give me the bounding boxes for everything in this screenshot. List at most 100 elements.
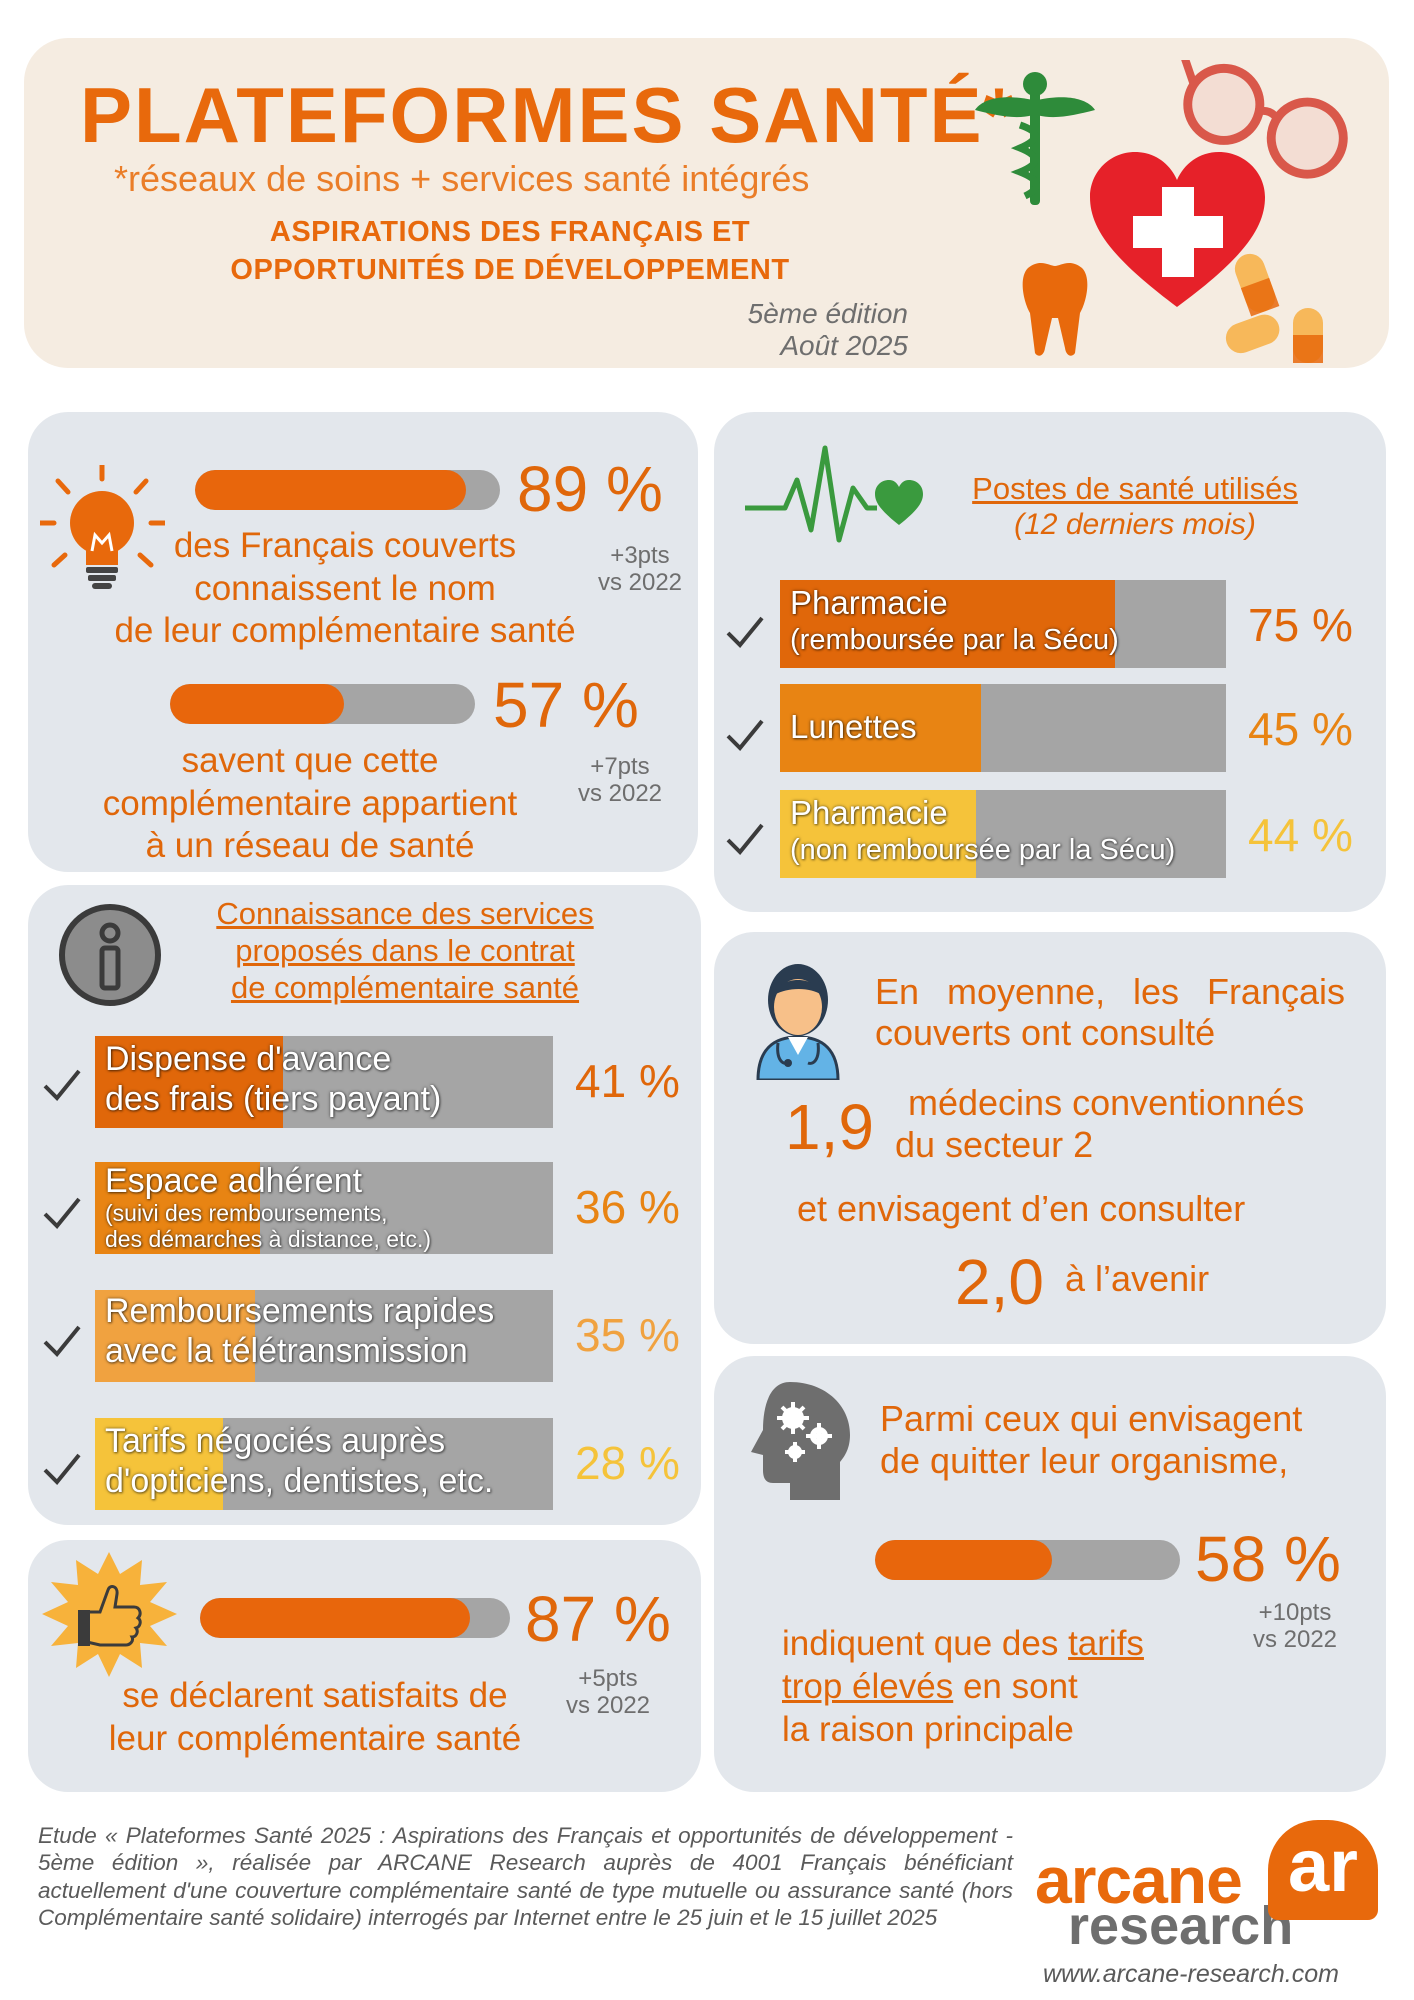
header-line-2: OPPORTUNITÉS DE DÉVELOPPEMENT bbox=[230, 254, 790, 286]
leaving-statement-line-3: la raison principale bbox=[782, 1710, 1074, 1750]
header-line-1: ASPIRATIONS DES FRANÇAIS ET bbox=[269, 216, 751, 248]
satisfaction-statement: se déclarent satisfaits de leur compléme… bbox=[55, 1675, 575, 1760]
leaving-emphasis: tarifs bbox=[1068, 1624, 1144, 1663]
services-title-line: Connaissance des services bbox=[216, 896, 594, 931]
lightbulb-icon bbox=[40, 465, 165, 589]
statement-line: connaissent le nom bbox=[194, 568, 496, 608]
satisfaction-pct: 87 % bbox=[525, 1583, 671, 1655]
check-icon bbox=[726, 616, 764, 648]
service-pct-4: 28 % bbox=[575, 1437, 680, 1489]
awareness-bar-1-fill bbox=[195, 470, 467, 510]
thumbs-up-icon bbox=[42, 1552, 177, 1677]
check-icon bbox=[43, 1325, 81, 1357]
satisfaction-delta: +5pts vs 2022 bbox=[553, 1665, 663, 1720]
awareness-pct-1: 89 % bbox=[517, 453, 663, 525]
delta-reference: vs 2022 bbox=[577, 779, 663, 807]
postes-title: Postes de santé utilisés bbox=[972, 471, 1298, 506]
service-pct-2: 36 % bbox=[575, 1181, 680, 1233]
awareness-bar-1 bbox=[195, 470, 500, 510]
delta-reference: vs 2022 bbox=[1252, 1625, 1338, 1653]
services-title-line: de complémentaire santé bbox=[230, 970, 580, 1006]
statement-line: savent que cette bbox=[181, 741, 439, 780]
satisfaction-bar-fill bbox=[200, 1598, 470, 1638]
services-title-line: proposés dans le contrat bbox=[235, 933, 575, 969]
statement-line: à un réseau de santé bbox=[145, 826, 475, 866]
delta-value: +3pts bbox=[610, 542, 670, 569]
statement-line: se déclarent satisfaits de bbox=[122, 1676, 508, 1715]
doctor-icon bbox=[756, 964, 840, 1080]
page-title: PLATEFORMES SANTÉ* bbox=[80, 71, 1016, 159]
service-label-2: Espace adhérent bbox=[105, 1162, 363, 1200]
service-bar-2: Espace adhérent (suivi des remboursement… bbox=[95, 1162, 553, 1254]
poste-bar-2: Lunettes bbox=[780, 684, 1226, 772]
service-bar-1-fill bbox=[95, 1036, 283, 1128]
check-icon bbox=[43, 1197, 81, 1229]
delta-value: +7pts bbox=[590, 753, 650, 780]
delta-value: +5pts bbox=[578, 1665, 638, 1692]
poste-label-3: Pharmacie bbox=[790, 794, 948, 831]
leaving-intro-1: Parmi ceux qui envisagent bbox=[880, 1398, 1303, 1439]
delta-reference: vs 2022 bbox=[565, 1691, 651, 1719]
poste-label-1: Pharmacie bbox=[790, 584, 948, 621]
service-label-1: Dispense d'avance bbox=[105, 1040, 392, 1078]
check-icon bbox=[726, 719, 764, 751]
date-label: Août 2025 bbox=[780, 330, 908, 361]
awareness-bar-2-fill bbox=[170, 684, 344, 724]
consultation-desc-1b: du secteur 2 bbox=[895, 1124, 1094, 1165]
leaving-intro-2: de quitter leur organisme, bbox=[880, 1440, 1289, 1481]
awareness-statement-1: des Français couverts connaissent le nom… bbox=[70, 525, 620, 653]
delta-reference: vs 2022 bbox=[597, 568, 683, 596]
service-label-2-detail-a: (suivi des remboursements, bbox=[105, 1200, 388, 1226]
delta-value: +10pts bbox=[1258, 1599, 1332, 1626]
service-bar-1: Dispense d'avance des frais (tiers payan… bbox=[95, 1036, 553, 1128]
poste-bar-3-fill bbox=[780, 790, 977, 878]
glasses-icon bbox=[1180, 60, 1348, 179]
website-link[interactable]: www.arcane-research.com bbox=[1043, 1960, 1339, 1988]
head-gears-icon bbox=[751, 1382, 850, 1500]
poste-label-3-detail: (non remboursée par la Sécu) bbox=[790, 834, 1176, 866]
page-subtitle: *réseaux de soins + services santé intég… bbox=[114, 158, 810, 199]
leaving-delta: +10pts vs 2022 bbox=[1240, 1599, 1350, 1654]
poste-label-2: Lunettes bbox=[790, 708, 917, 745]
poste-pct-1: 75 % bbox=[1248, 599, 1353, 651]
leaving-text: en sont bbox=[953, 1667, 1078, 1707]
check-icon bbox=[43, 1069, 81, 1101]
consultation-value-2: 2,0 bbox=[955, 1246, 1044, 1318]
poste-bar-2-fill bbox=[780, 684, 981, 772]
awareness-statement-2: savent que cette complémentaire appartie… bbox=[50, 740, 570, 868]
awareness-delta-2: +7pts vs 2022 bbox=[565, 753, 675, 808]
caduceus-icon bbox=[975, 72, 1095, 205]
postes-subtitle: (12 derniers mois) bbox=[1014, 508, 1256, 541]
leaving-emphasis: trop élevés bbox=[782, 1667, 954, 1707]
leaving-bar bbox=[875, 1540, 1180, 1580]
poste-pct-3: 44 % bbox=[1248, 809, 1353, 861]
service-label-4: Tarifs négociés auprès bbox=[105, 1422, 446, 1460]
check-icon bbox=[43, 1453, 81, 1485]
service-label-3-detail: avec la télétransmission bbox=[105, 1332, 468, 1370]
service-bar-2-fill bbox=[95, 1162, 260, 1254]
satisfaction-bar bbox=[200, 1598, 510, 1638]
consultation-desc-1a: médecins conventionnés bbox=[908, 1082, 1305, 1123]
consultation-value-1: 1,9 bbox=[785, 1091, 874, 1163]
check-icon bbox=[726, 823, 764, 855]
awareness-bar-2 bbox=[170, 684, 475, 724]
statement-line: des Français couverts bbox=[173, 526, 517, 565]
service-label-2-detail-b: des démarches à distance, etc.) bbox=[105, 1226, 431, 1252]
poste-label-1-detail: (remboursée par la Sécu) bbox=[790, 624, 1119, 656]
services-title: Connaissance des services proposés dans … bbox=[170, 895, 640, 1007]
service-bar-4: Tarifs négociés auprès d'opticiens, dent… bbox=[95, 1418, 553, 1510]
consultation-middle: et envisagent d’en consulter bbox=[797, 1188, 1246, 1229]
leaving-statement: indiquent que des tarifs trop élevés en … bbox=[782, 1622, 1144, 1751]
leaving-statement-line-2: trop élevés en sont bbox=[782, 1665, 1144, 1708]
statement-line: complémentaire appartient bbox=[102, 783, 518, 823]
poste-pct-2: 45 % bbox=[1248, 703, 1353, 755]
service-label-4-detail: d'opticiens, dentistes, etc. bbox=[105, 1462, 494, 1500]
service-bar-3: Remboursements rapides avec la télétrans… bbox=[95, 1290, 553, 1382]
consultation-intro-1: En moyenne, les Français bbox=[875, 971, 1345, 1012]
study-description: Etude « Plateformes Santé 2025 : Aspirat… bbox=[38, 1823, 1013, 1931]
logo-mark: ar bbox=[1268, 1820, 1378, 1920]
awareness-pct-2: 57 % bbox=[493, 669, 639, 741]
leaving-bar-fill bbox=[875, 1540, 1052, 1580]
tooth-icon bbox=[1022, 262, 1088, 356]
service-label-3: Remboursements rapides bbox=[105, 1292, 495, 1330]
